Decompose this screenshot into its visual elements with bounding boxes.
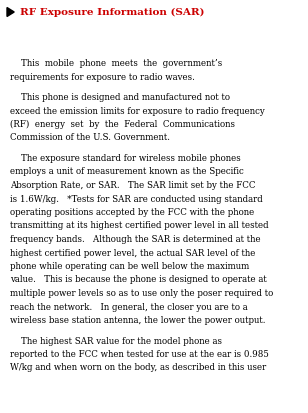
Text: value.   This is because the phone is designed to operate at: value. This is because the phone is desi…: [10, 275, 267, 285]
Text: This phone is designed and manufactured not to: This phone is designed and manufactured …: [10, 93, 230, 102]
Text: phone while operating can be well below the maximum: phone while operating can be well below …: [10, 262, 249, 271]
Text: W/kg and when worn on the body, as described in this user: W/kg and when worn on the body, as descr…: [10, 363, 266, 373]
Text: Absorption Rate, or SAR.   The SAR limit set by the FCC: Absorption Rate, or SAR. The SAR limit s…: [10, 181, 255, 190]
Text: exceed the emission limits for exposure to radio frequency: exceed the emission limits for exposure …: [10, 107, 265, 116]
Text: RF Exposure Information (SAR): RF Exposure Information (SAR): [20, 8, 205, 17]
Text: The highest SAR value for the model phone as: The highest SAR value for the model phon…: [10, 337, 222, 346]
Text: operating positions accepted by the FCC with the phone: operating positions accepted by the FCC …: [10, 208, 254, 217]
Text: multiple power levels so as to use only the poser required to: multiple power levels so as to use only …: [10, 289, 273, 298]
Text: transmitting at its highest certified power level in all tested: transmitting at its highest certified po…: [10, 221, 269, 230]
Text: This  mobile  phone  meets  the  government’s: This mobile phone meets the government’s: [10, 59, 222, 68]
Text: The exposure standard for wireless mobile phones: The exposure standard for wireless mobil…: [10, 154, 241, 163]
Text: wireless base station antenna, the lower the power output.: wireless base station antenna, the lower…: [10, 316, 265, 325]
Text: is 1.6W/kg.   *Tests for SAR are conducted using standard: is 1.6W/kg. *Tests for SAR are conducted…: [10, 195, 263, 204]
Text: highest certified power level, the actual SAR level of the: highest certified power level, the actua…: [10, 249, 255, 257]
Text: requirements for exposure to radio waves.: requirements for exposure to radio waves…: [10, 73, 195, 81]
Text: frequency bands.   Although the SAR is determined at the: frequency bands. Although the SAR is det…: [10, 235, 261, 244]
Polygon shape: [7, 7, 14, 17]
Text: reach the network.   In general, the closer you are to a: reach the network. In general, the close…: [10, 302, 248, 311]
Text: reported to the FCC when tested for use at the ear is 0.985: reported to the FCC when tested for use …: [10, 350, 269, 359]
Text: (RF)  energy  set  by  the  Federal  Communications: (RF) energy set by the Federal Communica…: [10, 120, 235, 129]
Text: employs a unit of measurement known as the Specific: employs a unit of measurement known as t…: [10, 168, 244, 176]
Text: Commission of the U.S. Government.: Commission of the U.S. Government.: [10, 133, 170, 142]
